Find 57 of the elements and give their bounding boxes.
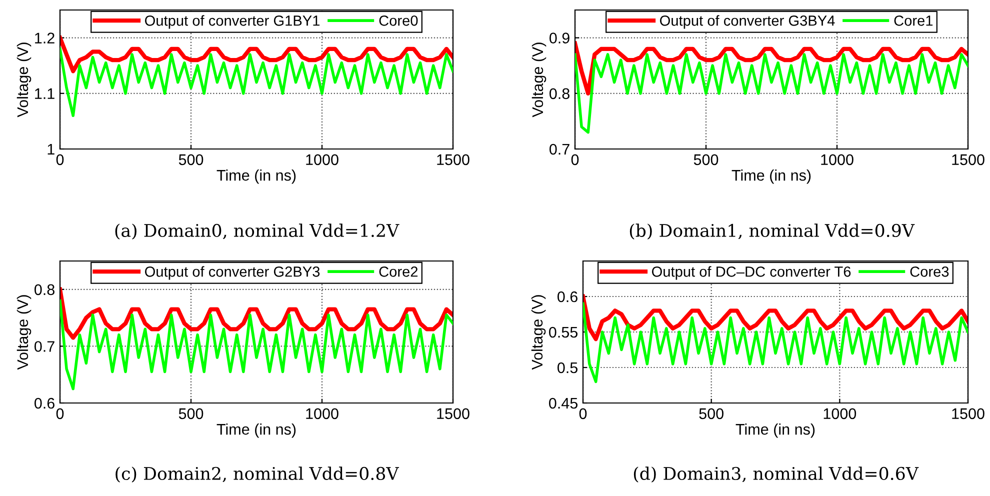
x-tick-label: 1500: [952, 408, 984, 420]
x-axis-title: Time (in ns): [216, 169, 296, 184]
y-tick-label: 1: [48, 144, 54, 155]
line-series: [575, 53, 968, 134]
x-tick-label: 1500: [952, 154, 984, 166]
legend-label: Output of converter G2BY3: [145, 266, 320, 280]
text: (a) Domain0, nominal Vdd=1.2V: [115, 224, 400, 240]
x-tick-label: 1000: [306, 408, 338, 420]
line-series: [583, 302, 968, 384]
line-series: [60, 287, 453, 340]
y-tick-label: 1.1: [35, 88, 54, 99]
y-tick-label: 1.2: [35, 32, 54, 44]
y-axis-title: Voltage (V): [16, 295, 32, 370]
y-tick-label: 0.7: [34, 341, 54, 352]
y-tick-label: 0.7: [550, 144, 570, 155]
x-tick-label: 500: [699, 408, 724, 420]
legend-label: Core3: [910, 266, 949, 277]
x-tick-label: 1000: [306, 154, 338, 166]
text: (b) Domain1, nominal Vdd=0.9V: [630, 224, 915, 240]
y-tick-label: 0.6: [34, 398, 54, 409]
text: (d) Domain3, nominal Vdd=0.6V: [634, 466, 919, 482]
x-tick-label: 1000: [824, 408, 856, 420]
line-series: [60, 36, 453, 74]
x-tick-label: 500: [178, 408, 204, 420]
legend-label: Core0: [379, 15, 418, 26]
y-axis-title: Voltage (V): [532, 42, 546, 118]
x-axis-title: Time (in ns): [732, 169, 811, 184]
x-axis-title: Time (in ns): [736, 423, 815, 438]
x-tick-label: 1500: [437, 154, 470, 166]
y-tick-label: 0.6: [558, 291, 578, 302]
y-tick-label: 0.9: [550, 32, 570, 44]
x-tick-label: 1500: [437, 408, 470, 420]
x-tick-label: 0: [56, 154, 64, 166]
legend-label: Output of DC–DC converter T6: [652, 266, 851, 280]
legend-label: Core1: [894, 15, 933, 26]
x-tick-label: 0: [571, 154, 579, 166]
x-tick-label: 1000: [821, 154, 854, 166]
legend-label: Output of converter G3BY4: [660, 15, 835, 29]
line-series: [583, 294, 968, 342]
y-tick-label: 0.5: [558, 362, 578, 374]
x-tick-label: 0: [579, 408, 587, 420]
y-tick-label: 0.8: [34, 284, 54, 296]
line-series: [60, 299, 453, 390]
legend-label: Output of converter G1BY1: [145, 15, 320, 29]
y-tick-label: 0.8: [550, 88, 570, 100]
y-axis-title: Voltage (V): [16, 42, 32, 118]
y-tick-label: 0.55: [549, 326, 578, 338]
y-tick-label: 0.45: [549, 398, 578, 409]
x-tick-label: 500: [178, 154, 204, 166]
y-axis-title: Voltage (V): [531, 295, 546, 370]
line-series: [575, 41, 968, 96]
line-series: [60, 48, 453, 118]
x-tick-label: 0: [56, 408, 64, 420]
legend-label: Core2: [379, 266, 418, 277]
text: (c) Domain2, nominal Vdd=0.8V: [116, 466, 400, 482]
x-tick-label: 500: [694, 154, 718, 166]
x-axis-title: Time (in ns): [216, 423, 296, 438]
